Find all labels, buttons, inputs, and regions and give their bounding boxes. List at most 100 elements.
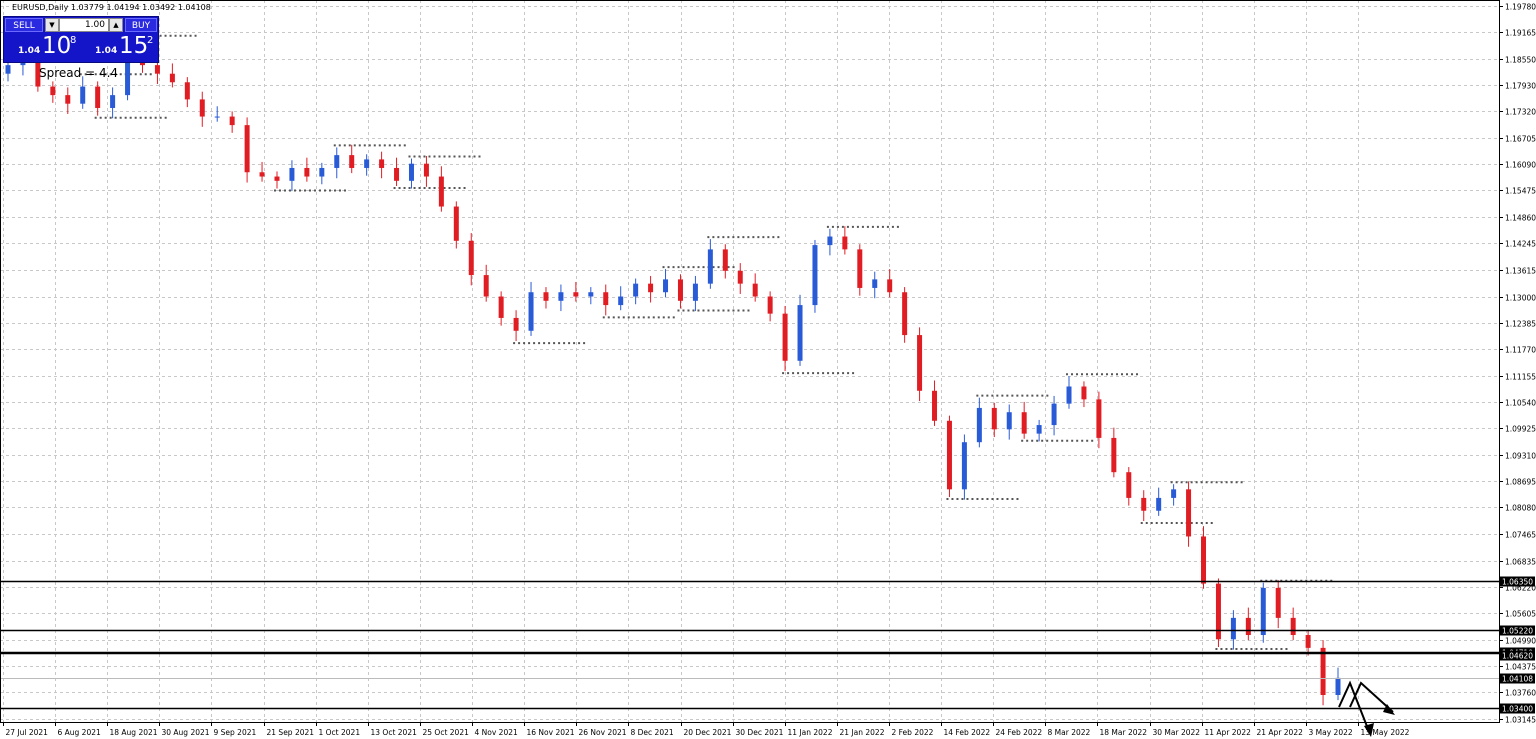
candle xyxy=(1006,404,1012,440)
candle-body xyxy=(797,305,803,361)
candle-body xyxy=(573,292,579,297)
candle-body xyxy=(498,296,504,318)
candle-body xyxy=(334,155,340,168)
candle-body xyxy=(5,65,11,74)
candle xyxy=(1186,481,1192,547)
price-tick-label: 1.09925 xyxy=(1505,425,1536,434)
lot-decrease-button[interactable]: ▼ xyxy=(45,18,59,32)
candle-body xyxy=(677,279,683,301)
candle-body xyxy=(1215,583,1221,640)
price-tick-label: 1.03760 xyxy=(1505,689,1536,698)
candle-body xyxy=(80,86,86,104)
candle xyxy=(976,397,982,448)
candle-body xyxy=(259,172,265,177)
candle-body xyxy=(543,292,549,301)
buy-button[interactable]: BUY xyxy=(125,18,157,32)
lot-size-input[interactable] xyxy=(59,18,109,32)
candle-body xyxy=(722,249,728,271)
time-tick-label: 14 Feb 2022 xyxy=(944,728,991,737)
candle xyxy=(304,157,310,182)
candle xyxy=(1305,629,1311,656)
candle-body xyxy=(184,82,190,100)
buy-price-button[interactable]: 1.04 15 2 xyxy=(83,33,157,61)
candle-body xyxy=(1186,489,1192,537)
chart-frame xyxy=(0,0,1500,723)
candle-body xyxy=(1245,617,1251,636)
candle xyxy=(872,271,878,299)
candle xyxy=(274,171,280,189)
candle xyxy=(588,287,594,305)
candle xyxy=(767,291,773,322)
level-label: 1.04620 xyxy=(1502,652,1533,661)
candle xyxy=(229,111,235,133)
candle-body xyxy=(528,292,534,331)
candle-body xyxy=(812,245,818,306)
sell-price-pips: 10 xyxy=(42,33,72,59)
buy-price-fraction: 2 xyxy=(147,35,154,46)
candle-body xyxy=(379,159,385,168)
candle xyxy=(1066,376,1072,409)
candle xyxy=(364,154,370,176)
time-tick-label: 21 Apr 2022 xyxy=(1257,728,1304,737)
sell-button[interactable]: SELL xyxy=(5,18,43,32)
candle xyxy=(289,160,295,192)
price-tick-label: 1.04375 xyxy=(1505,663,1536,672)
candle-body xyxy=(95,86,101,108)
candle xyxy=(737,263,743,294)
candle xyxy=(1156,487,1162,516)
candle xyxy=(707,239,713,289)
time-tick-label: 26 Nov 2021 xyxy=(579,728,627,737)
candle xyxy=(991,402,997,438)
chart-title: EURUSD,Daily 1.03779 1.04194 1.03492 1.0… xyxy=(12,3,211,12)
candle xyxy=(244,117,250,183)
time-tick-label: 25 Oct 2021 xyxy=(423,728,470,737)
candle-body xyxy=(1096,399,1102,438)
candle xyxy=(558,284,564,312)
candle xyxy=(797,294,803,366)
time-tick-label: 30 Dec 2021 xyxy=(736,728,784,737)
candle-body xyxy=(1290,617,1296,636)
price-tick-label: 1.17320 xyxy=(1505,108,1536,117)
candle xyxy=(1290,607,1296,641)
candle xyxy=(408,158,414,189)
sell-price-button[interactable]: 1.04 10 8 xyxy=(6,33,80,61)
candle-body xyxy=(1260,587,1266,636)
price-tick-label: 1.13615 xyxy=(1505,267,1536,276)
candle xyxy=(379,151,385,179)
candle-body xyxy=(244,125,250,173)
time-tick-label: 11 Jan 2022 xyxy=(788,728,833,737)
candle-body xyxy=(1335,677,1341,696)
price-tick-label: 1.13000 xyxy=(1505,294,1536,303)
candle-body xyxy=(961,442,967,490)
sell-price-fraction: 8 xyxy=(70,35,77,46)
candle xyxy=(1051,395,1057,436)
candle xyxy=(1260,582,1266,643)
level-label-bg xyxy=(1500,576,1535,587)
price-tick-label: 1.08080 xyxy=(1505,504,1536,513)
candle-body xyxy=(229,116,235,126)
candle xyxy=(1320,640,1326,706)
candle-body xyxy=(663,279,669,293)
candle xyxy=(483,264,489,302)
candle xyxy=(110,87,116,119)
horizontal-levels: 1.063501.052201.047101.046201.034001.041… xyxy=(0,576,1535,714)
buy-price-prefix: 1.04 xyxy=(95,46,118,56)
candle-body xyxy=(1111,437,1117,473)
candle xyxy=(95,81,101,116)
candle-body xyxy=(902,292,908,336)
candlestick-series xyxy=(5,37,1341,706)
candle xyxy=(199,91,205,127)
time-axis: 27 Jul 2021 6 Aug 2021 18 Aug 2021 30 Aug 2… xyxy=(3,722,1410,737)
price-tick-label: 1.05605 xyxy=(1505,610,1536,619)
candle xyxy=(319,162,325,185)
price-tick-label: 1.11155 xyxy=(1505,373,1536,382)
lot-increase-button[interactable]: ▲ xyxy=(109,18,123,32)
price-tick-label: 1.03145 xyxy=(1505,716,1536,725)
one-click-trading-panel: SELL ▼ ▲ BUY 1.04 10 8 1.04 15 2 xyxy=(3,16,159,63)
price-tick-label: 1.11770 xyxy=(1505,346,1536,355)
candle xyxy=(1096,391,1102,449)
candle-body xyxy=(483,275,489,297)
time-tick-label: 18 Aug 2021 xyxy=(110,728,158,737)
candle xyxy=(902,287,908,343)
